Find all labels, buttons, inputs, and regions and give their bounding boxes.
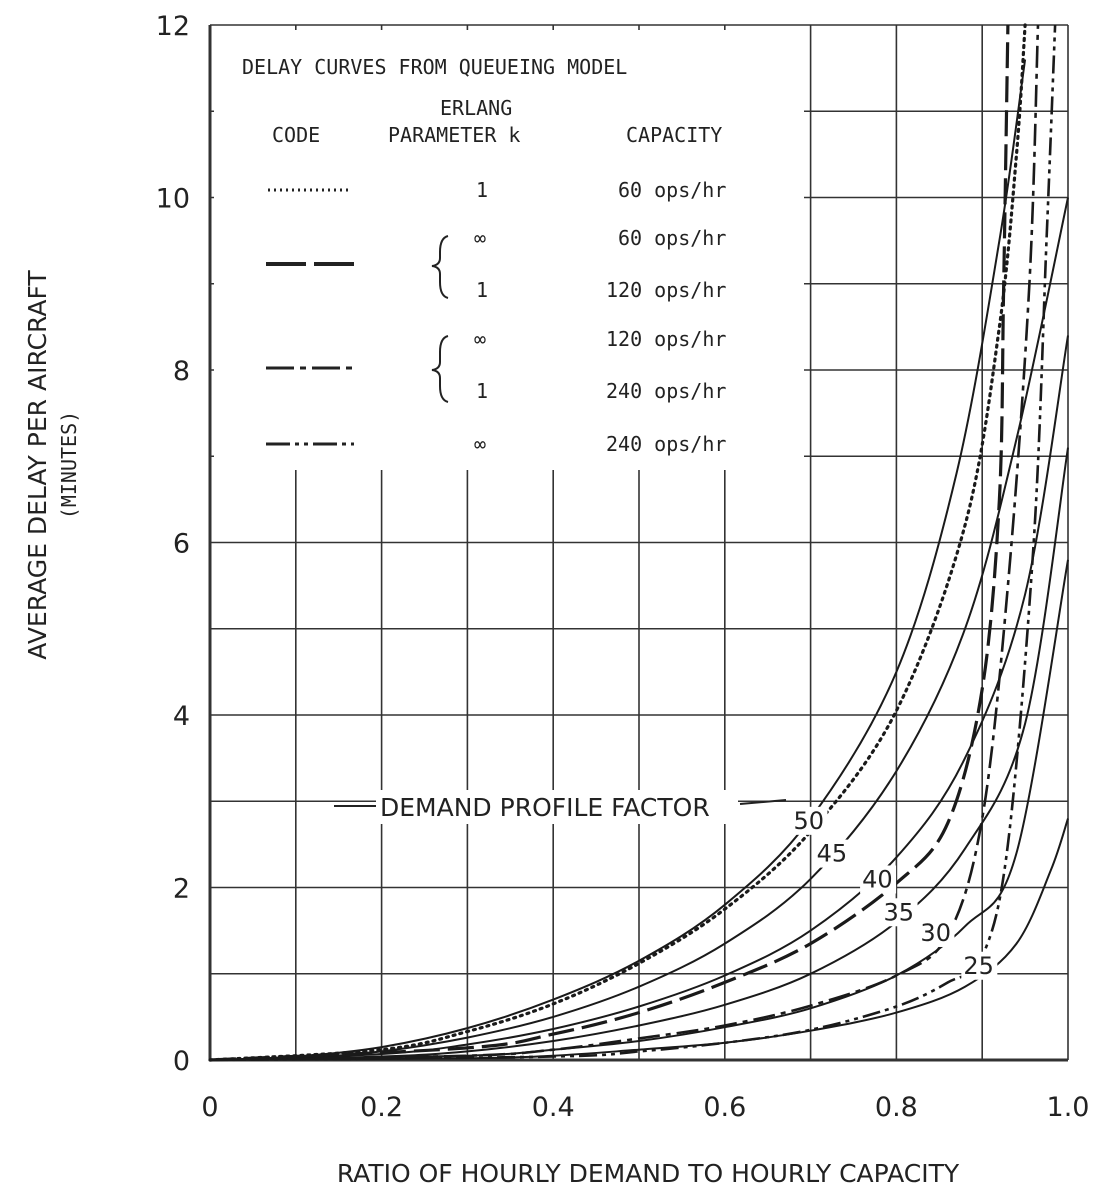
legend-row-2-k: ∞ — [474, 226, 486, 250]
legend: DELAY CURVES FROM QUEUEING MODEL ERLANG … — [214, 30, 804, 470]
curve-label-background — [961, 951, 998, 980]
curve-label-background — [918, 918, 955, 947]
x-tick-label: 0.6 — [703, 1092, 746, 1123]
annotation-leader-right — [739, 799, 787, 805]
y-tick-label: 8 — [173, 356, 190, 387]
curve-solid-35 — [209, 447, 1069, 1061]
curve-solid-25 — [209, 818, 1069, 1061]
y-axis-title: AVERAGE DELAY PER AIRCRAFT — [23, 270, 52, 660]
legend-background — [214, 30, 804, 470]
x-axis-title: RATIO OF HOURLY DEMAND TO HOURLY CAPACIT… — [337, 1159, 960, 1188]
legend-row-6-k: ∞ — [474, 432, 486, 456]
legend-header-erlang-1: ERLANG — [440, 96, 512, 120]
legend-row-6-capacity: 240 ops/hr — [606, 432, 726, 456]
legend-row-1-k: 1 — [476, 178, 488, 202]
legend-row-5-k: 1 — [476, 379, 488, 403]
curve-label-35: 35 — [884, 898, 915, 926]
legend-brace-2 — [431, 335, 449, 403]
curve-label-50: 50 — [793, 807, 824, 835]
legend-row-4-capacity: 120 ops/hr — [606, 327, 726, 351]
demand-profile-annotation: DEMAND PROFILE FACTOR — [334, 790, 787, 824]
curve-label-background — [860, 865, 897, 894]
legend-brace-1 — [431, 235, 449, 299]
y-tick-label: 6 — [173, 529, 190, 560]
legend-title: DELAY CURVES FROM QUEUEING MODEL — [242, 55, 627, 79]
y-tick-label: 2 — [173, 874, 190, 905]
y-tick-label: 4 — [173, 701, 190, 732]
curve-label-40: 40 — [862, 866, 893, 894]
x-tick-label: 0.4 — [532, 1092, 575, 1123]
legend-header-capacity: CAPACITY — [626, 123, 722, 147]
y-tick-label: 12 — [156, 11, 190, 42]
curve-label-background — [814, 839, 851, 868]
legend-header-code: CODE — [272, 123, 320, 147]
curve-label-25: 25 — [963, 952, 994, 980]
legend-row-3-capacity: 120 ops/hr — [606, 278, 726, 302]
legend-row-5-capacity: 240 ops/hr — [606, 379, 726, 403]
legend-row-1-capacity: 60 ops/hr — [618, 178, 726, 202]
y-tick-label: 0 — [173, 1046, 190, 1077]
curve-solid-50 — [209, 59, 1027, 1061]
x-tick-label: 0.8 — [875, 1092, 918, 1123]
legend-row-4-k: ∞ — [474, 327, 486, 351]
annotation-text: DEMAND PROFILE FACTOR — [380, 793, 710, 822]
curve-dashdotdot-9 — [209, 24, 1057, 1062]
legend-header-erlang-2: PARAMETER k — [388, 123, 520, 147]
y-axis-subtitle: (MINUTES) — [57, 411, 81, 519]
axes: 0 0.2 0.4 0.6 0.8 1.0 0 2 4 6 8 10 12 — [156, 11, 1090, 1123]
x-tick-label: 1.0 — [1047, 1092, 1090, 1123]
curve-label-45: 45 — [817, 840, 848, 868]
curve-dashed-7 — [209, 24, 1010, 1062]
curve-dashdot-8 — [209, 24, 1040, 1062]
annotation-background — [376, 790, 738, 824]
legend-row-3-k: 1 — [476, 278, 488, 302]
curve-label-background — [791, 806, 828, 835]
curve-label-background — [881, 898, 918, 927]
curve-label-30: 30 — [920, 919, 951, 947]
legend-row-2-capacity: 60 ops/hr — [618, 226, 726, 250]
x-tick-label: 0 — [201, 1092, 218, 1123]
y-tick-label: 10 — [156, 184, 190, 215]
x-tick-label: 0.2 — [360, 1092, 403, 1123]
curve-solid-30 — [209, 559, 1069, 1061]
